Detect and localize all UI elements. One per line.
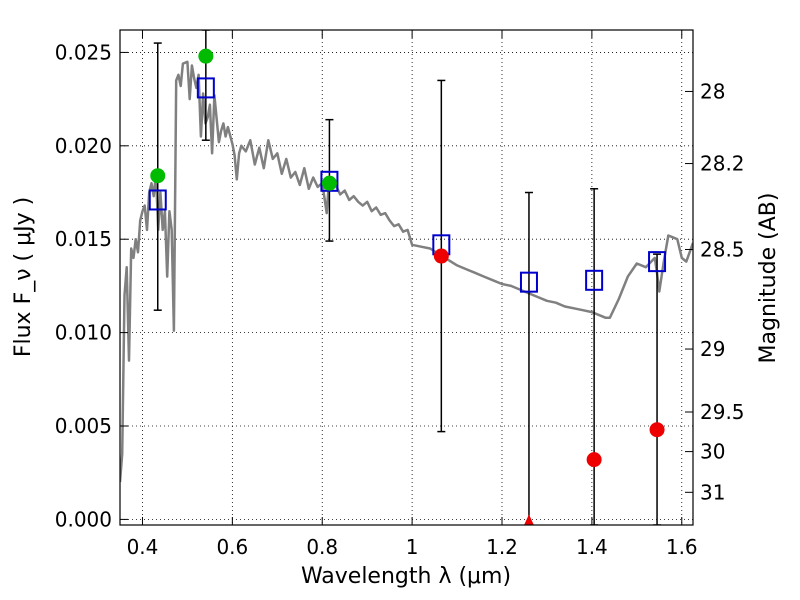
right-tick-label: 29.5 xyxy=(700,400,745,424)
observed-flux-point xyxy=(150,168,166,184)
right-tick-label: 28.2 xyxy=(700,152,745,176)
x-tick-label: 1.4 xyxy=(576,535,608,559)
right-tick-label: 29 xyxy=(700,337,725,361)
x-tick-label: 0.4 xyxy=(127,535,159,559)
right-axis-label: Magnitude (AB) xyxy=(756,193,781,364)
y-tick-label: 0.000 xyxy=(55,507,112,531)
x-axis: 0.4 0.6 0.8 1 1.2 1.4 1.6 xyxy=(127,30,698,559)
model-flux-square xyxy=(320,170,339,192)
plot-area xyxy=(120,30,693,525)
y-tick-label: 0.015 xyxy=(55,227,112,251)
right-tick-label: 28 xyxy=(700,79,725,103)
y-tick-label: 0.025 xyxy=(55,40,112,64)
y-tick-label: 0.020 xyxy=(55,134,112,158)
observed-flux-point xyxy=(433,248,449,264)
model-flux-square xyxy=(519,271,538,293)
model-flux-square xyxy=(585,269,604,291)
observed-flux-point xyxy=(198,48,214,64)
upper-limit-marker xyxy=(524,514,534,525)
y-tick-label: 0.005 xyxy=(55,414,112,438)
y-axis-right: 28 28.2 28.5 29 29.5 30 31 xyxy=(685,79,745,504)
x-tick-label: 1.2 xyxy=(486,535,518,559)
model-flux-square xyxy=(196,77,215,99)
x-tick-label: 0.6 xyxy=(216,535,248,559)
grid-lines xyxy=(120,30,693,525)
y-axis-label: Flux F_ν ( μJy ) xyxy=(11,197,36,357)
right-tick-label: 31 xyxy=(700,480,725,504)
right-tick-label: 28.5 xyxy=(700,237,745,261)
y-tick-label: 0.010 xyxy=(55,321,112,345)
observed-flux-point xyxy=(586,452,602,468)
model-flux-square xyxy=(648,251,667,273)
observed-flux-point xyxy=(649,422,665,438)
x-tick-label: 1.6 xyxy=(666,535,698,559)
observed-flux-point xyxy=(321,175,337,191)
x-tick-label: 1 xyxy=(406,535,419,559)
y-axis-left: 0.000 0.005 0.010 0.015 0.020 0.025 xyxy=(55,40,128,531)
x-axis-label: Wavelength λ (μm) xyxy=(301,564,511,589)
right-tick-label: 30 xyxy=(700,440,725,464)
model-spectrum-line xyxy=(120,60,693,483)
plot-frame xyxy=(119,29,694,526)
x-tick-label: 0.8 xyxy=(306,535,338,559)
model-flux-square xyxy=(148,189,167,211)
